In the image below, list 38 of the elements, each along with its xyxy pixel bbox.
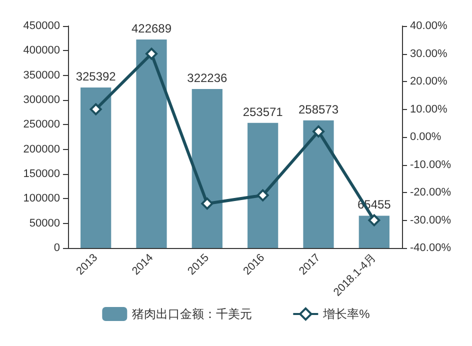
y2-tick-label: -30.00%	[410, 214, 452, 226]
y-tick-label: 100000	[23, 192, 60, 205]
y2-tick-label: -10.00%	[410, 158, 452, 171]
y2-tick-label: 40.00%	[410, 20, 448, 32]
y2-tick-label: -40.00%	[410, 242, 452, 254]
y2-tick-label: 0.00%	[410, 131, 442, 143]
bar	[80, 87, 112, 248]
data-label: 258573	[298, 102, 339, 116]
point	[312, 125, 324, 138]
y-tick-label: 250000	[23, 118, 60, 131]
y2-tick-label: 20.00%	[410, 76, 448, 88]
y-tick-label: 0	[54, 242, 60, 254]
y-tick-label: 450000	[23, 20, 60, 32]
bar	[358, 216, 390, 248]
point	[256, 189, 269, 202]
y-tick-label: 200000	[23, 143, 60, 156]
legend-label: 增长率%	[322, 307, 370, 321]
bar	[248, 122, 278, 248]
y-tick-label: 300000	[23, 94, 60, 106]
bar	[136, 39, 167, 248]
point	[90, 103, 102, 116]
y-tick-label: 150000	[23, 168, 60, 180]
y2-tick-label: 10.00%	[410, 103, 448, 116]
point	[146, 48, 158, 60]
y2-tick-label: -20.00%	[410, 186, 452, 198]
data-label: 322236	[187, 71, 228, 86]
point	[368, 214, 380, 226]
point	[201, 198, 214, 210]
y-tick-label: 50000	[29, 217, 60, 230]
data-label: 253571	[242, 104, 284, 119]
y-tick-label: 400000	[23, 44, 60, 57]
bar	[303, 120, 334, 248]
y2-tick-label: 30.00%	[410, 48, 448, 60]
bar	[192, 89, 222, 248]
y-tick-label: 350000	[23, 69, 60, 82]
data-label: 422689	[131, 21, 172, 36]
data-label: 325392	[76, 69, 116, 84]
legend-label: 猪肉出口金额：千美元	[132, 307, 252, 321]
